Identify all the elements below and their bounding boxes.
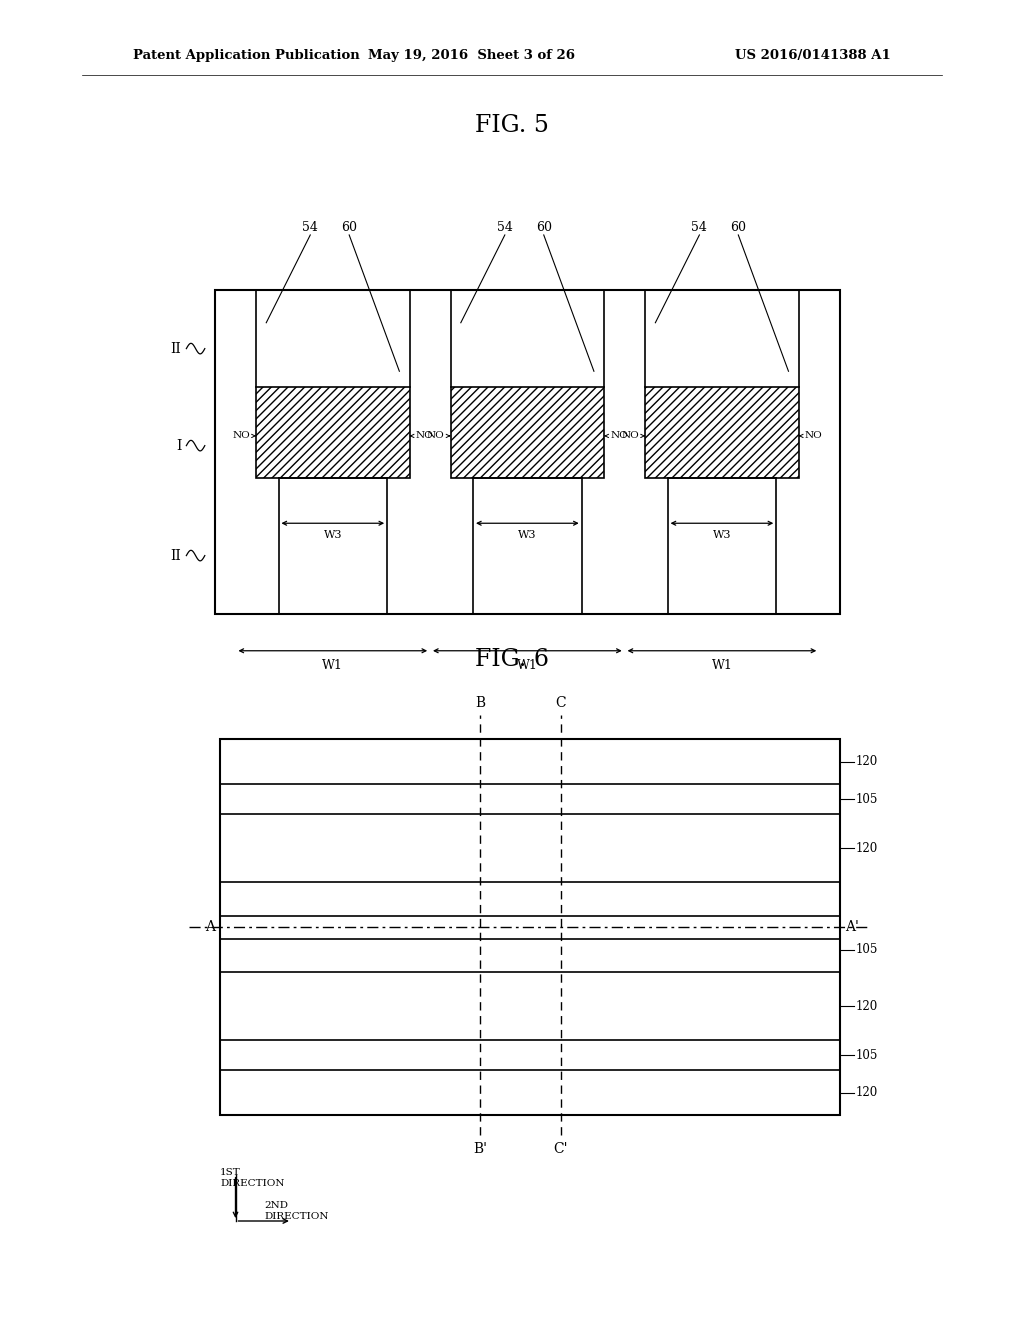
Text: NO: NO: [805, 432, 822, 441]
Text: NO: NO: [610, 432, 628, 441]
Text: 54: 54: [302, 220, 318, 234]
Text: C': C': [554, 1142, 568, 1156]
Text: 60: 60: [341, 220, 357, 234]
Bar: [451, 388, 604, 478]
Text: 120: 120: [856, 1086, 879, 1100]
Text: II: II: [171, 342, 181, 355]
Text: FIG. 6: FIG. 6: [475, 648, 549, 672]
Text: 120: 120: [856, 755, 879, 768]
Text: NO: NO: [232, 432, 250, 441]
Bar: [220, 739, 840, 1115]
Bar: [215, 290, 840, 614]
Text: 54: 54: [691, 220, 708, 234]
Text: 105: 105: [856, 793, 879, 807]
Text: 105: 105: [856, 1048, 879, 1061]
Text: FIG. 5: FIG. 5: [475, 114, 549, 137]
Text: May 19, 2016  Sheet 3 of 26: May 19, 2016 Sheet 3 of 26: [368, 49, 574, 62]
Text: 2ND
DIRECTION: 2ND DIRECTION: [264, 1201, 329, 1221]
Text: A: A: [205, 920, 215, 935]
Bar: [645, 388, 799, 478]
Text: W1: W1: [712, 659, 732, 672]
Text: W1: W1: [323, 659, 343, 672]
Text: I: I: [176, 438, 181, 453]
Text: II: II: [171, 549, 181, 562]
Text: B': B': [473, 1142, 487, 1156]
Text: 120: 120: [856, 999, 879, 1012]
Text: W3: W3: [713, 529, 731, 540]
Text: 1ST
DIRECTION: 1ST DIRECTION: [220, 1168, 285, 1188]
Text: 60: 60: [730, 220, 746, 234]
Text: C: C: [556, 696, 566, 710]
Text: 54: 54: [497, 220, 513, 234]
Text: NO: NO: [427, 432, 444, 441]
Text: 105: 105: [856, 944, 879, 957]
Text: NO: NO: [416, 432, 433, 441]
Bar: [256, 388, 410, 478]
Text: US 2016/0141388 A1: US 2016/0141388 A1: [735, 49, 891, 62]
Text: Patent Application Publication: Patent Application Publication: [133, 49, 359, 62]
Text: W3: W3: [324, 529, 342, 540]
Text: A': A': [845, 920, 859, 935]
Text: B: B: [475, 696, 485, 710]
Text: W1: W1: [517, 659, 538, 672]
Text: 60: 60: [536, 220, 552, 234]
Text: W3: W3: [518, 529, 537, 540]
Text: NO: NO: [622, 432, 639, 441]
Text: 120: 120: [856, 842, 879, 855]
